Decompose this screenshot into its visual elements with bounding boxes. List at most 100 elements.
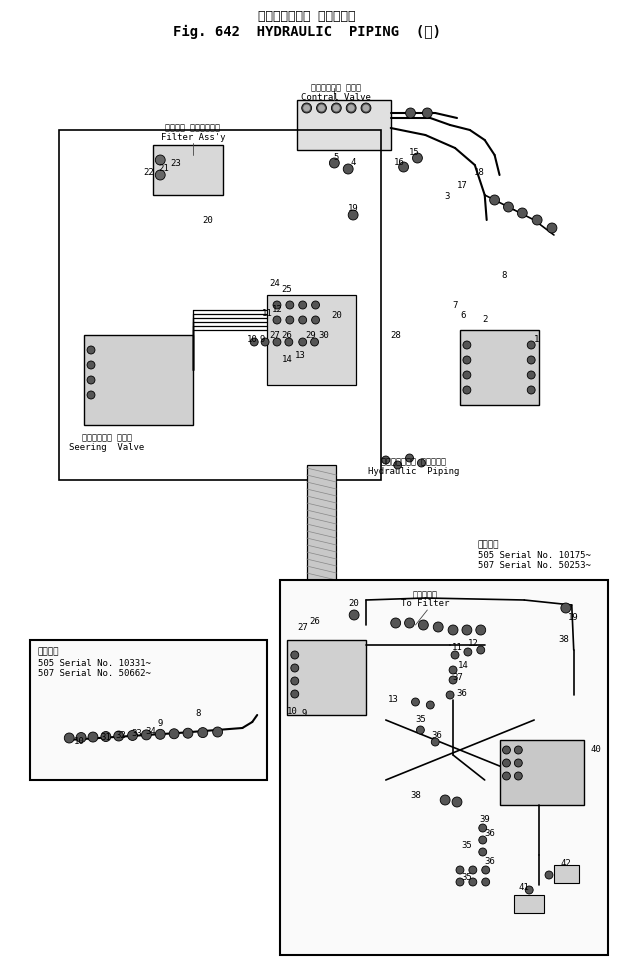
Circle shape bbox=[311, 338, 319, 346]
Text: 8: 8 bbox=[195, 709, 200, 718]
Circle shape bbox=[155, 170, 165, 180]
Circle shape bbox=[432, 738, 439, 746]
Text: 34: 34 bbox=[145, 728, 156, 736]
Circle shape bbox=[299, 316, 307, 324]
Circle shape bbox=[213, 727, 223, 737]
Circle shape bbox=[87, 376, 95, 384]
Text: 13: 13 bbox=[295, 351, 306, 359]
Circle shape bbox=[286, 316, 294, 324]
Text: フィルタ アッセンブリ: フィルタ アッセンブリ bbox=[166, 123, 220, 133]
Text: 21: 21 bbox=[158, 164, 169, 172]
Circle shape bbox=[418, 620, 428, 630]
Text: 9: 9 bbox=[259, 335, 265, 345]
Circle shape bbox=[451, 651, 459, 659]
Text: 1: 1 bbox=[534, 335, 539, 345]
Circle shape bbox=[448, 625, 458, 635]
Circle shape bbox=[463, 371, 471, 379]
Bar bbox=[307, 465, 336, 605]
Circle shape bbox=[515, 759, 522, 767]
Text: 22: 22 bbox=[143, 168, 154, 176]
Circle shape bbox=[517, 208, 527, 218]
Circle shape bbox=[446, 691, 454, 699]
Text: 40: 40 bbox=[590, 745, 601, 755]
Text: 32: 32 bbox=[115, 732, 126, 740]
Circle shape bbox=[346, 103, 356, 113]
Circle shape bbox=[299, 338, 307, 346]
Circle shape bbox=[412, 698, 419, 706]
Text: 41: 41 bbox=[519, 883, 529, 891]
Circle shape bbox=[503, 202, 513, 212]
Circle shape bbox=[503, 746, 510, 754]
Text: 18: 18 bbox=[474, 168, 484, 176]
Circle shape bbox=[456, 878, 464, 886]
Text: 36: 36 bbox=[456, 689, 467, 698]
Text: 15: 15 bbox=[409, 147, 420, 157]
Circle shape bbox=[64, 733, 74, 743]
Circle shape bbox=[452, 797, 462, 807]
Circle shape bbox=[433, 622, 443, 632]
Text: 23: 23 bbox=[170, 159, 182, 168]
Circle shape bbox=[198, 728, 208, 737]
Bar bbox=[153, 145, 223, 195]
Circle shape bbox=[291, 651, 299, 659]
Text: To Filter: To Filter bbox=[401, 600, 449, 609]
Circle shape bbox=[449, 676, 457, 684]
Text: 42: 42 bbox=[560, 859, 571, 867]
Text: 20: 20 bbox=[202, 215, 213, 225]
Circle shape bbox=[285, 338, 293, 346]
Bar bbox=[30, 640, 267, 780]
Text: 10: 10 bbox=[286, 707, 297, 716]
Circle shape bbox=[88, 732, 98, 742]
Circle shape bbox=[405, 454, 414, 462]
Circle shape bbox=[302, 103, 312, 113]
Text: Seering  Valve: Seering Valve bbox=[69, 443, 144, 452]
Text: 26: 26 bbox=[309, 617, 320, 627]
Circle shape bbox=[561, 603, 571, 613]
Circle shape bbox=[412, 153, 422, 163]
Bar bbox=[297, 100, 391, 150]
Circle shape bbox=[527, 371, 535, 379]
Circle shape bbox=[363, 105, 369, 111]
Circle shape bbox=[291, 690, 299, 698]
Circle shape bbox=[113, 731, 123, 741]
Circle shape bbox=[87, 346, 95, 354]
Circle shape bbox=[391, 618, 401, 628]
Text: 29: 29 bbox=[305, 331, 316, 340]
Text: 25: 25 bbox=[281, 286, 292, 295]
Circle shape bbox=[250, 338, 258, 346]
Text: 10: 10 bbox=[247, 335, 258, 345]
Circle shape bbox=[547, 223, 557, 233]
Circle shape bbox=[87, 361, 95, 369]
Text: Hydraulic  Piping: Hydraulic Piping bbox=[368, 466, 459, 476]
Circle shape bbox=[476, 625, 485, 635]
Text: 30: 30 bbox=[318, 331, 329, 340]
Circle shape bbox=[479, 848, 487, 856]
Circle shape bbox=[348, 210, 358, 220]
Circle shape bbox=[334, 105, 339, 111]
Text: 19: 19 bbox=[348, 203, 358, 212]
Bar bbox=[460, 330, 539, 405]
Circle shape bbox=[343, 164, 353, 174]
Text: 39: 39 bbox=[479, 816, 490, 825]
Text: コントロール バルブ: コントロール バルブ bbox=[311, 83, 361, 92]
Circle shape bbox=[169, 729, 179, 738]
Text: 507 Serial No. 50662~: 507 Serial No. 50662~ bbox=[38, 670, 151, 678]
Text: 16: 16 bbox=[394, 158, 405, 167]
Text: ハイドロリック パイピング: ハイドロリック パイピング bbox=[258, 10, 355, 22]
Text: 28: 28 bbox=[391, 330, 401, 339]
Circle shape bbox=[128, 731, 138, 740]
Bar bbox=[500, 740, 583, 805]
Circle shape bbox=[515, 746, 522, 754]
Text: 4: 4 bbox=[350, 158, 356, 167]
Text: Contral Valve: Contral Valve bbox=[301, 92, 371, 102]
Text: 12: 12 bbox=[467, 639, 478, 647]
Circle shape bbox=[141, 730, 151, 740]
Text: 35: 35 bbox=[461, 873, 472, 883]
Bar bbox=[287, 640, 366, 715]
Circle shape bbox=[304, 105, 309, 111]
Circle shape bbox=[405, 618, 415, 628]
Bar bbox=[280, 580, 608, 955]
Circle shape bbox=[479, 824, 487, 832]
Text: 36: 36 bbox=[484, 829, 495, 838]
Text: 12: 12 bbox=[272, 305, 282, 315]
